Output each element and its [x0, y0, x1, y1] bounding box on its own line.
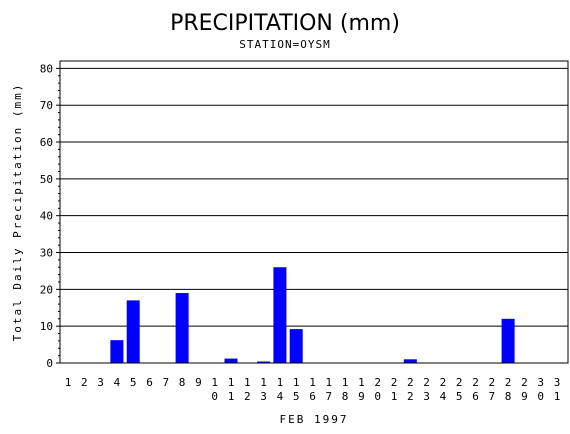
- chart-subtitle: STATION=OYSM: [239, 38, 330, 51]
- y-tick-label: 40: [40, 210, 53, 223]
- y-tick-label: 70: [40, 99, 53, 112]
- y-tick-label: 20: [40, 283, 53, 296]
- chart-title: PRECIPITATION (mm): [170, 11, 400, 36]
- x-tick-label: 1: [244, 376, 251, 389]
- x-tick-label: 8: [505, 390, 512, 403]
- x-tick-label: 9: [195, 376, 202, 389]
- x-tick-label: 2: [488, 376, 495, 389]
- x-tick-label: 6: [309, 390, 316, 403]
- y-axis-ticks: 0 10 20 30 40 50 60 70 80: [40, 62, 60, 370]
- x-tick-label: 2: [407, 376, 414, 389]
- x-axis-label: FEB 1997: [280, 413, 349, 426]
- x-tick-label: 1: [260, 376, 267, 389]
- grid-lines: [60, 67, 568, 327]
- bar-day-4: [110, 340, 124, 363]
- x-tick-label: 3: [537, 376, 544, 389]
- x-tick-label: 5: [456, 390, 463, 403]
- x-tick-label: 7: [325, 390, 332, 403]
- x-tick-label: 8: [342, 390, 349, 403]
- x-tick-label: 8: [179, 376, 186, 389]
- bar-day-22: [403, 359, 417, 363]
- x-tick-label: 4: [277, 390, 284, 403]
- x-tick-label: 2: [472, 376, 479, 389]
- x-tick-label: 4: [440, 390, 447, 403]
- bar-day-28: [501, 318, 515, 363]
- bar-day-11: [224, 358, 238, 363]
- y-tick-label: 10: [40, 320, 53, 333]
- y-tick-label: 60: [40, 136, 53, 149]
- x-tick-label: 0: [537, 390, 544, 403]
- x-tick-label: 1: [228, 390, 235, 403]
- x-tick-label: 7: [162, 376, 169, 389]
- x-tick-label: 1: [309, 376, 316, 389]
- x-tick-label: 5: [130, 376, 137, 389]
- bar-day-15: [289, 329, 303, 363]
- x-tick-label: 1: [65, 376, 72, 389]
- x-tick-label: 9: [358, 390, 365, 403]
- bar-series: [110, 267, 515, 363]
- x-tick-label: 1: [211, 376, 218, 389]
- x-tick-label: 2: [423, 376, 430, 389]
- x-axis-ticks: 1 2 3 4 5 6 7 8 9 1011121314151617181920212223242…: [65, 376, 561, 403]
- x-tick-label: 5: [293, 390, 300, 403]
- x-tick-label: 1: [325, 376, 332, 389]
- y-tick-label: 80: [40, 62, 53, 75]
- x-tick-label: 2: [407, 390, 414, 403]
- x-tick-label: 1: [391, 390, 398, 403]
- x-tick-label: 3: [554, 376, 561, 389]
- bar-day-8: [175, 293, 189, 363]
- x-tick-label: 2: [391, 376, 398, 389]
- plot-frame: [59, 60, 569, 364]
- x-tick-label: 6: [146, 376, 153, 389]
- bar-day-13: [257, 361, 271, 363]
- x-tick-label: 1: [228, 376, 235, 389]
- x-tick-label: 1: [342, 376, 349, 389]
- x-tick-label: 1: [358, 376, 365, 389]
- x-tick-label: 2: [521, 376, 528, 389]
- x-tick-label: 4: [114, 376, 121, 389]
- bar-day-14: [273, 267, 287, 363]
- x-tick-label: 2: [440, 376, 447, 389]
- x-tick-label: 2: [81, 376, 88, 389]
- x-tick-label: 1: [277, 376, 284, 389]
- x-tick-label: 7: [488, 390, 495, 403]
- x-tick-label: 6: [472, 390, 479, 403]
- x-tick-label: 2: [374, 376, 381, 389]
- x-tick-label: 1: [554, 390, 561, 403]
- x-tick-label: 2: [244, 390, 251, 403]
- y-tick-label: 30: [40, 247, 53, 260]
- x-tick-label: 1: [293, 376, 300, 389]
- y-tick-label: 50: [40, 173, 53, 186]
- x-tick-label: 3: [260, 390, 267, 403]
- x-tick-label: 0: [211, 390, 218, 403]
- x-tick-label: 0: [374, 390, 381, 403]
- x-tick-label: 2: [456, 376, 463, 389]
- x-tick-label: 2: [505, 376, 512, 389]
- bar-day-5: [126, 300, 140, 363]
- x-tick-label: 9: [521, 390, 528, 403]
- x-tick-label: 3: [97, 376, 104, 389]
- x-tick-label: 3: [423, 390, 430, 403]
- y-axis-label: Total Daily Precipitation (mm): [11, 83, 24, 342]
- y-tick-label: 0: [46, 357, 53, 370]
